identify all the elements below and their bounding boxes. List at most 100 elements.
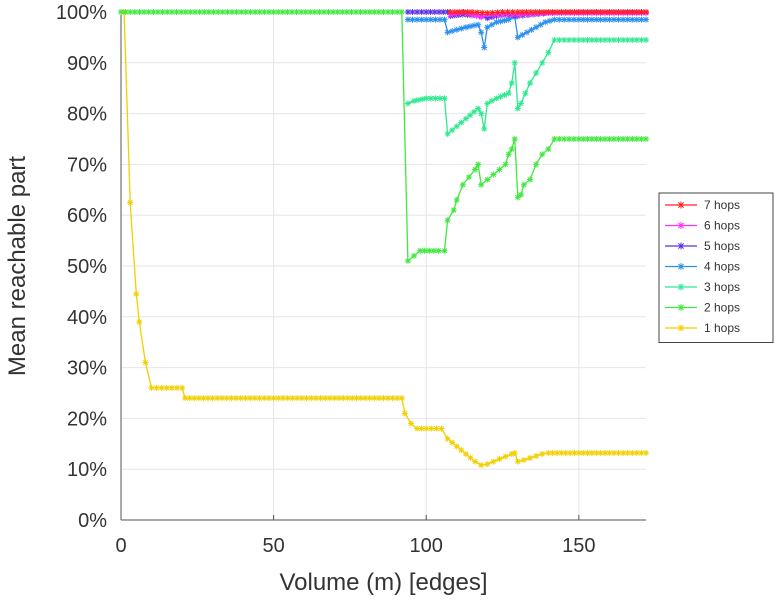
x-tick-label: 150	[562, 535, 595, 557]
data-point-marker	[575, 9, 582, 15]
y-axis-title: Mean reachable part	[4, 156, 31, 376]
x-tick-label: 50	[262, 535, 284, 557]
data-point-marker	[441, 16, 448, 23]
data-point-marker	[311, 9, 318, 15]
data-point-marker	[385, 395, 392, 402]
data-point-marker	[588, 136, 595, 142]
data-point-marker	[508, 80, 515, 87]
data-point-marker	[488, 97, 495, 104]
series-4-hops	[404, 14, 649, 51]
data-point-marker	[602, 136, 609, 142]
series-line	[121, 11, 646, 263]
data-point-marker	[415, 97, 422, 104]
series-layer	[118, 9, 649, 469]
data-point-marker	[453, 196, 460, 203]
data-point-marker	[551, 16, 558, 23]
data-point-marker	[643, 449, 649, 456]
data-point-marker	[602, 449, 609, 456]
data-point-marker	[150, 9, 157, 15]
data-point-marker	[441, 247, 448, 254]
data-point-marker	[353, 9, 360, 15]
data-point-marker	[508, 450, 515, 457]
data-point-marker	[191, 395, 198, 402]
legend-label: 3 hops	[704, 280, 740, 294]
data-point-marker	[505, 16, 512, 23]
y-tick-label: 100%	[56, 2, 107, 24]
data-point-marker	[615, 136, 622, 142]
data-point-marker	[624, 9, 631, 15]
legend-item: 6 hops	[665, 219, 740, 233]
data-point-marker	[536, 9, 543, 15]
data-point-marker	[588, 36, 595, 43]
y-tick-label: 0%	[78, 510, 107, 532]
data-point-marker	[580, 36, 587, 43]
data-point-marker	[153, 384, 160, 391]
data-point-marker	[168, 9, 175, 15]
data-point-marker	[265, 9, 272, 15]
data-point-marker	[215, 9, 222, 15]
data-point-marker	[511, 136, 518, 142]
data-point-marker	[362, 9, 369, 15]
data-point-marker	[475, 21, 482, 28]
data-point-marker	[201, 9, 208, 15]
data-point-marker	[195, 395, 202, 402]
data-point-marker	[136, 318, 143, 325]
data-point-marker	[606, 16, 613, 23]
data-point-marker	[597, 449, 604, 456]
data-point-marker	[610, 449, 617, 456]
data-point-marker	[421, 247, 428, 254]
data-point-marker	[588, 16, 595, 23]
data-point-marker	[571, 449, 578, 456]
data-point-marker	[464, 9, 471, 15]
data-point-marker	[237, 395, 244, 402]
data-point-marker	[336, 395, 343, 402]
data-point-marker	[597, 9, 604, 15]
data-point-marker	[136, 9, 143, 15]
data-point-marker	[444, 29, 451, 36]
data-point-marker	[472, 166, 479, 173]
data-point-marker	[584, 136, 591, 142]
data-point-marker	[533, 69, 540, 76]
data-point-marker	[588, 9, 595, 15]
data-point-marker	[539, 151, 546, 158]
data-point-marker	[163, 384, 170, 391]
data-point-marker	[432, 16, 439, 23]
data-point-marker	[558, 9, 565, 15]
data-point-marker	[127, 199, 134, 206]
data-point-marker	[427, 9, 434, 15]
data-point-marker	[375, 9, 382, 15]
x-tick-label: 100	[410, 535, 443, 557]
data-point-marker	[551, 136, 558, 142]
data-point-marker	[251, 395, 258, 402]
data-point-marker	[159, 9, 166, 15]
legend-box	[658, 192, 774, 343]
data-point-marker	[478, 462, 485, 469]
data-point-marker	[224, 9, 231, 15]
data-point-marker	[597, 16, 604, 23]
data-point-marker	[432, 95, 439, 102]
data-point-marker	[484, 15, 491, 22]
data-point-marker	[444, 217, 451, 224]
data-point-marker	[575, 36, 582, 43]
data-point-marker	[620, 36, 627, 43]
data-point-marker	[462, 115, 469, 122]
data-point-marker	[488, 14, 495, 21]
data-point-marker	[401, 410, 408, 417]
axes	[120, 12, 646, 521]
data-point-marker	[570, 136, 577, 142]
data-point-marker	[539, 450, 546, 457]
data-point-marker	[638, 9, 645, 15]
legend-label: 7 hops	[704, 198, 740, 212]
data-point-marker	[423, 16, 430, 23]
data-point-marker	[349, 395, 356, 402]
data-point-marker	[366, 9, 373, 15]
data-point-marker	[419, 96, 426, 103]
data-point-marker	[638, 449, 645, 456]
data-point-marker	[629, 36, 636, 43]
data-point-marker	[467, 454, 474, 461]
data-point-marker	[182, 395, 189, 402]
data-point-marker	[502, 453, 509, 460]
data-point-marker	[488, 21, 495, 28]
data-point-marker	[519, 9, 526, 15]
data-point-marker	[209, 395, 216, 402]
